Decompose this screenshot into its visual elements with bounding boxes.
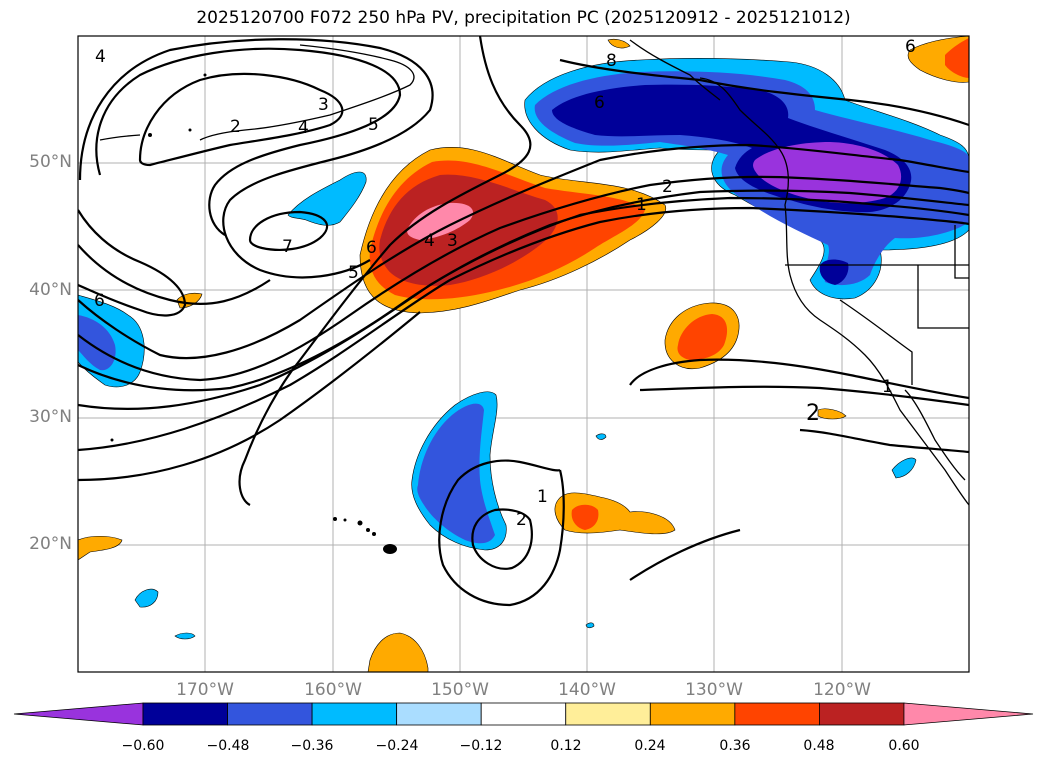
contour-label: 6: [594, 93, 605, 113]
colorbar-tick: 0.48: [803, 738, 835, 754]
lon-label-120w: 120°W: [813, 680, 871, 700]
map-title: 2025120700 F072 250 hPa PV, precipitatio…: [196, 8, 851, 28]
colorbar-tick: −0.60: [121, 738, 165, 754]
colorbar-tick: 0.24: [634, 738, 666, 754]
colorbar-bin: [649, 702, 736, 726]
lat-label-40n: 40°N: [29, 280, 72, 300]
contour-label: 1: [882, 377, 893, 397]
colorbar-bin: [565, 702, 651, 726]
colorbar-tick: −0.24: [375, 738, 419, 754]
contour-label: 6: [905, 37, 916, 57]
map-frame: [77, 35, 970, 673]
lon-label-160w: 160°W: [304, 680, 362, 700]
colorbar-bin: [227, 702, 313, 726]
precip-positive-patches: [78, 36, 969, 672]
colorbar-tick: −0.12: [459, 738, 503, 754]
contour-label: 6: [94, 291, 105, 311]
lon-label-170w: 170°W: [176, 680, 234, 700]
pv-contour-labels: 4 2 3 4 5 8 6 6 7 6 5 4 3 2 1 6 1 2 1 2: [94, 37, 916, 530]
contour-label: 7: [282, 237, 293, 257]
contour-label: 6: [366, 238, 377, 258]
contour-label: 2: [516, 510, 527, 530]
colorbar-extend-max: [903, 702, 1034, 726]
colorbar-bin: [480, 702, 567, 726]
precip-negative-south: [78, 171, 917, 640]
contour-label: 4: [298, 118, 309, 138]
colorbar-extend-min: [13, 702, 144, 726]
contour-label: 8: [606, 51, 617, 71]
lat-label-20n: 20°N: [29, 534, 72, 554]
colorbar-bin: [734, 702, 820, 726]
lat-label-30n: 30°N: [29, 407, 72, 427]
colorbar-tick: 0.36: [719, 738, 751, 754]
lon-label-140w: 140°W: [558, 680, 616, 700]
colorbar-tick: −0.36: [290, 738, 334, 754]
lon-label-150w: 150°W: [431, 680, 489, 700]
contour-label: 3: [447, 231, 458, 251]
contour-label: 5: [348, 263, 359, 283]
pv-contours: [78, 36, 969, 607]
contour-label: 5: [368, 115, 379, 135]
colorbar: [13, 702, 1034, 726]
colorbar-bin: [819, 702, 905, 726]
colorbar-tick: 0.60: [888, 738, 920, 754]
colorbar-bin: [396, 702, 482, 726]
contour-label: 2: [230, 117, 241, 137]
precip-negative-north: [524, 57, 969, 300]
contour-label: 4: [424, 231, 435, 251]
colorbar-bin: [311, 702, 398, 726]
coastlines: [99, 39, 969, 506]
islands: [110, 73, 397, 554]
contour-label: 1: [636, 195, 647, 215]
precip-positive-central: [359, 147, 667, 314]
colorbar-tick: −0.48: [206, 738, 250, 754]
contour-label: 2: [806, 401, 820, 426]
contour-label: 3: [318, 95, 329, 115]
contour-label: 4: [95, 47, 106, 67]
lat-label-50n: 50°N: [29, 152, 72, 172]
lon-label-130w: 130°W: [685, 680, 743, 700]
colorbar-tick: 0.12: [550, 738, 582, 754]
contour-label: 2: [662, 177, 673, 197]
contour-label: 1: [537, 487, 548, 507]
colorbar-bin: [142, 702, 228, 726]
